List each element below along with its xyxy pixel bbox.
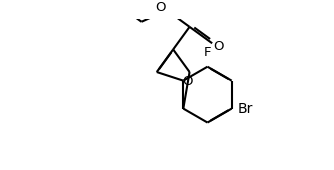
Text: O: O xyxy=(213,40,224,53)
Text: F: F xyxy=(204,46,211,59)
Text: O: O xyxy=(182,75,193,88)
Text: O: O xyxy=(155,2,166,14)
Text: Br: Br xyxy=(237,102,253,116)
